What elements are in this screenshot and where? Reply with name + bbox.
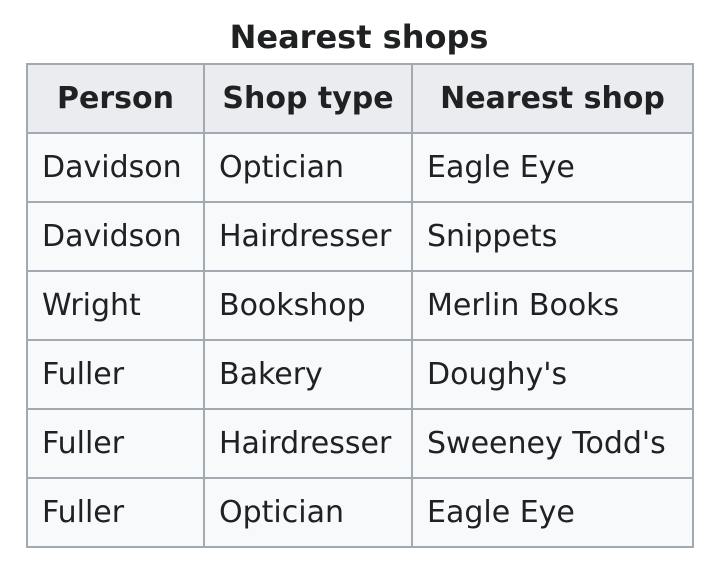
cell-nearest-shop: Snippets	[411, 201, 694, 272]
cell-shop-type: Hairdresser	[203, 201, 413, 272]
cell-shop-type: Optician	[203, 132, 413, 203]
cell-person: Davidson	[26, 201, 205, 272]
cell-shop-type: Optician	[203, 477, 413, 548]
column-header-person: Person	[26, 63, 205, 134]
cell-shop-type: Bakery	[203, 339, 413, 410]
cell-nearest-shop: Sweeney Todd's	[411, 408, 694, 479]
nearest-shops-table: Person Shop type Nearest shop Davidson O…	[26, 63, 694, 548]
cell-shop-type: Bookshop	[203, 270, 413, 341]
cell-person: Fuller	[26, 477, 205, 548]
table-row: Davidson Optician Eagle Eye	[26, 132, 694, 203]
table-row: Fuller Bakery Doughy's	[26, 339, 694, 410]
cell-person: Fuller	[26, 408, 205, 479]
cell-nearest-shop: Merlin Books	[411, 270, 694, 341]
table-caption: Nearest shops	[229, 18, 489, 56]
header-row: Person Shop type Nearest shop	[26, 63, 694, 134]
cell-nearest-shop: Eagle Eye	[411, 477, 694, 548]
table-row: Wright Bookshop Merlin Books	[26, 270, 694, 341]
table-row: Fuller Hairdresser Sweeney Todd's	[26, 408, 694, 479]
cell-person: Davidson	[26, 132, 205, 203]
column-header-nearest-shop: Nearest shop	[411, 63, 694, 134]
cell-nearest-shop: Doughy's	[411, 339, 694, 410]
table-row: Davidson Hairdresser Snippets	[26, 201, 694, 272]
cell-nearest-shop: Eagle Eye	[411, 132, 694, 203]
cell-shop-type: Hairdresser	[203, 408, 413, 479]
column-header-shop-type: Shop type	[203, 63, 413, 134]
cell-person: Fuller	[26, 339, 205, 410]
table-row: Fuller Optician Eagle Eye	[26, 477, 694, 548]
cell-person: Wright	[26, 270, 205, 341]
